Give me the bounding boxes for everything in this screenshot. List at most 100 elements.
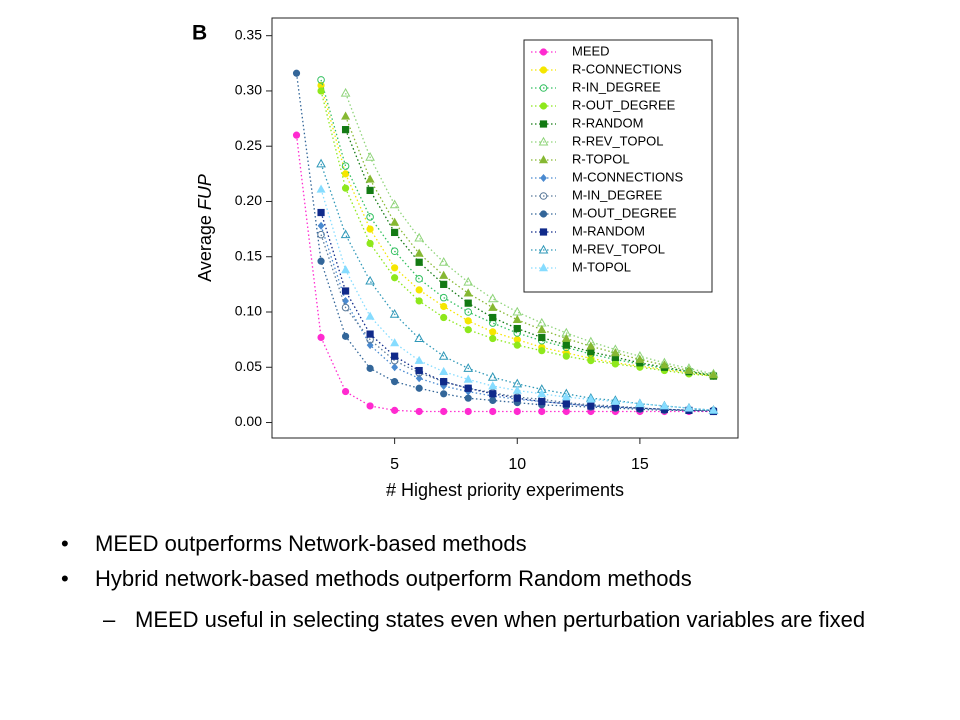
marker	[539, 48, 548, 56]
marker	[539, 66, 548, 74]
legend-label: MEED	[572, 43, 610, 58]
marker	[340, 229, 351, 239]
bullet-text: MEED useful in selecting states even whe…	[135, 607, 866, 632]
marker	[562, 400, 570, 408]
marker	[539, 84, 548, 92]
marker	[415, 275, 423, 283]
marker	[438, 257, 449, 266]
marker	[464, 326, 472, 334]
y-tick-label: 0.00	[235, 413, 262, 429]
marker	[464, 394, 472, 402]
legend-label: M-IN_DEGREE	[572, 187, 663, 202]
marker	[366, 341, 374, 350]
marker	[611, 360, 619, 368]
x-axis-label: # Highest priority experiments	[386, 480, 624, 500]
marker	[684, 365, 694, 374]
marker	[489, 313, 497, 322]
bullet-item: • Hybrid network-based methods outperform…	[61, 563, 915, 595]
marker	[464, 317, 472, 325]
marker	[439, 366, 449, 375]
marker	[464, 407, 472, 416]
x-tick-label: 5	[390, 456, 399, 473]
x-tick-label: 10	[508, 456, 526, 473]
marker	[316, 158, 326, 168]
marker	[708, 405, 718, 414]
marker	[513, 394, 521, 402]
bullet-text: MEED outperforms Network-based methods	[95, 531, 527, 556]
marker	[341, 126, 350, 134]
marker	[317, 221, 325, 230]
bullet-text: Hybrid network-based methods outperform …	[95, 566, 692, 591]
marker	[464, 384, 472, 392]
marker	[389, 199, 400, 209]
marker	[463, 288, 473, 297]
marker	[341, 303, 350, 312]
marker	[415, 286, 423, 294]
marker	[292, 131, 301, 139]
bullet-item: • MEED outperforms Network-based methods	[61, 528, 915, 560]
marker	[440, 313, 448, 322]
marker	[341, 184, 350, 192]
marker	[513, 324, 521, 333]
series-line	[344, 116, 714, 376]
marker	[489, 334, 497, 343]
series-line	[344, 129, 714, 377]
marker	[341, 287, 350, 295]
bullet: •	[61, 531, 69, 556]
legend-label: R-REV_TOPOL	[572, 133, 664, 148]
bullet: •	[61, 566, 69, 591]
y-tick-label: 0.15	[235, 247, 262, 263]
marker	[341, 387, 350, 396]
marker	[513, 341, 521, 349]
marker	[414, 248, 424, 257]
marker	[538, 136, 549, 146]
legend-label: R-RANDOM	[572, 115, 644, 130]
legend-label: M-TOPOL	[572, 259, 631, 274]
marker	[365, 311, 375, 320]
y-tick-label: 0.35	[235, 26, 262, 42]
legend-label: R-CONNECTIONS	[572, 61, 682, 76]
marker	[635, 354, 645, 363]
marker	[391, 352, 399, 360]
legend-label: M-RANDOM	[572, 223, 645, 238]
marker	[539, 120, 548, 128]
marker	[562, 341, 570, 349]
marker	[463, 363, 474, 372]
marker	[317, 333, 325, 342]
marker	[539, 192, 548, 200]
series-line	[320, 189, 714, 412]
marker	[512, 314, 522, 324]
y-tick-label: 0.10	[235, 303, 262, 319]
marker	[586, 341, 596, 350]
marker	[610, 396, 620, 405]
marker	[366, 225, 374, 233]
y-tick-label: 0.25	[235, 137, 262, 153]
series-line	[344, 92, 714, 375]
marker	[365, 275, 375, 285]
marker	[464, 299, 472, 307]
marker	[659, 360, 669, 369]
marker	[488, 302, 498, 311]
marker	[513, 407, 521, 416]
marker	[415, 258, 423, 266]
marker	[512, 385, 522, 394]
marker	[538, 347, 546, 355]
marker	[489, 407, 497, 416]
marker	[463, 374, 473, 383]
marker	[538, 397, 546, 406]
marker	[539, 102, 548, 110]
marker	[610, 348, 620, 357]
marker	[659, 401, 669, 410]
marker	[340, 87, 351, 97]
marker	[317, 208, 325, 217]
marker	[439, 293, 448, 302]
marker	[366, 402, 374, 410]
marker	[390, 338, 400, 347]
marker	[342, 296, 349, 305]
marker	[414, 355, 424, 364]
marker	[366, 239, 374, 248]
legend-label: R-OUT_DEGREE	[572, 97, 676, 112]
marker	[391, 264, 399, 272]
x-tick-label: 15	[631, 456, 649, 473]
